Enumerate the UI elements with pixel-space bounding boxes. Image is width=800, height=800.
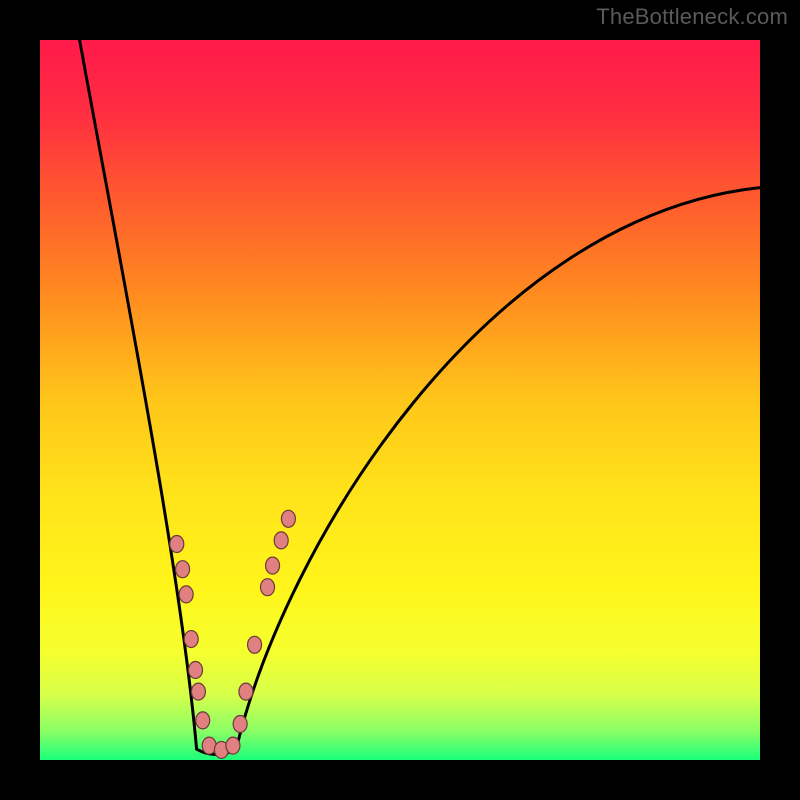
marker-point (184, 631, 198, 648)
chart-stage: TheBottleneck.com (0, 0, 800, 800)
marker-point (226, 737, 240, 754)
marker-point (179, 586, 193, 603)
bottleneck-chart (0, 0, 800, 800)
marker-point (191, 683, 205, 700)
marker-point (248, 636, 262, 653)
marker-point (189, 662, 203, 679)
marker-point (266, 557, 280, 574)
marker-point (239, 683, 253, 700)
plot-background (40, 40, 760, 760)
marker-point (233, 716, 247, 733)
marker-point (261, 579, 275, 596)
marker-point (196, 712, 210, 729)
marker-point (170, 536, 184, 553)
watermark-text: TheBottleneck.com (596, 4, 788, 30)
marker-point (281, 510, 295, 527)
marker-point (274, 532, 288, 549)
marker-point (176, 561, 190, 578)
